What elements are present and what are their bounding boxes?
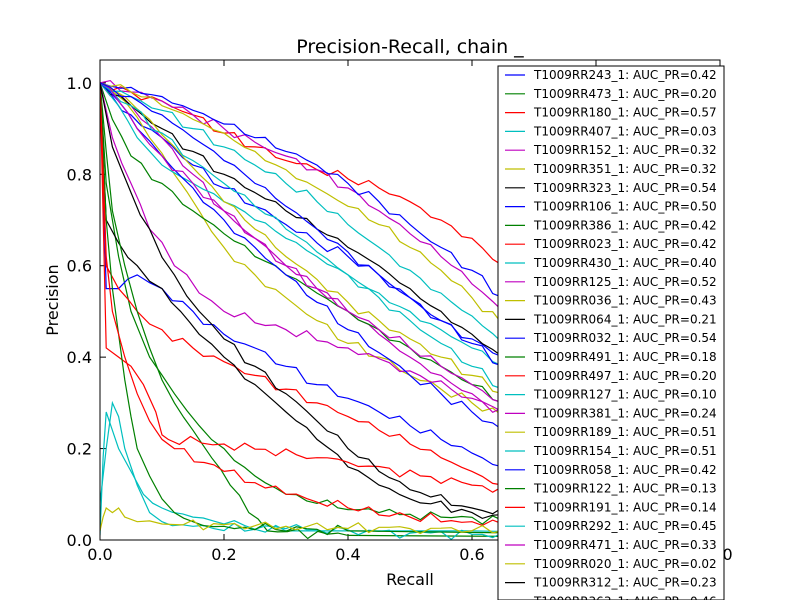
series-line	[100, 82, 720, 523]
series-line	[100, 82, 720, 514]
series-line	[100, 82, 720, 514]
series-line	[100, 82, 720, 536]
legend-entry: T1009RR106_1: AUC_PR=0.50	[533, 200, 717, 214]
legend-entry: T1009RR407_1: AUC_PR=0.03	[533, 124, 717, 138]
series-line	[100, 82, 720, 518]
series-line	[100, 82, 720, 532]
legend-entry: T1009RR191_1: AUC_PR=0.14	[533, 500, 717, 514]
chart-title: Precision-Recall, chain _	[296, 36, 524, 58]
series-line	[100, 82, 720, 518]
series-line	[100, 400, 720, 536]
legend-entry: T1009RR323_1: AUC_PR=0.54	[533, 181, 717, 195]
legend-entry: T1009RR023_1: AUC_PR=0.42	[533, 237, 717, 251]
series-line	[100, 79, 720, 518]
y-tick-label: 0.0	[67, 531, 92, 550]
y-tick-label: 1.0	[67, 74, 92, 93]
series-line	[100, 82, 720, 527]
legend-entry: T1009RR497_1: AUC_PR=0.20	[533, 369, 717, 383]
y-tick-label: 0.4	[67, 348, 92, 367]
legend-entry: T1009RR381_1: AUC_PR=0.24	[533, 406, 717, 420]
legend-entry: T1009RR064_1: AUC_PR=0.21	[533, 312, 717, 326]
legend-entry: T1009RR351_1: AUC_PR=0.32	[533, 162, 717, 176]
legend: T1009RR243_1: AUC_PR=0.42 T1009RR473_1: A…	[497, 65, 725, 600]
legend-entry: T1009RR152_1: AUC_PR=0.32	[533, 143, 717, 157]
series-line	[100, 82, 720, 523]
series-line	[100, 82, 720, 527]
series-line	[100, 82, 720, 509]
legend-entry: T1009RR032_1: AUC_PR=0.54	[533, 331, 717, 345]
x-tick-label: 0.6	[459, 545, 484, 564]
y-tick-label: 0.8	[67, 165, 92, 184]
legend-entry: T1009RR122_1: AUC_PR=0.13	[533, 482, 717, 496]
legend-entry: T1009RR058_1: AUC_PR=0.42	[533, 463, 717, 477]
y-tick-label: 0.2	[67, 440, 92, 459]
legend-entry: T1009RR243_1: AUC_PR=0.42	[533, 68, 717, 82]
series-line	[100, 82, 720, 523]
legend-entry: T1009RR363_1: AUC_PR=0.46	[533, 594, 717, 600]
legend-entry: T1009RR292_1: AUC_PR=0.45	[533, 519, 717, 533]
series-layer	[100, 79, 720, 540]
legend-entry: T1009RR430_1: AUC_PR=0.40	[533, 256, 717, 270]
legend-entry: T1009RR125_1: AUC_PR=0.52	[533, 275, 717, 289]
legend-entry: T1009RR473_1: AUC_PR=0.20	[533, 87, 717, 101]
legend-entry: T1009RR154_1: AUC_PR=0.51	[533, 444, 717, 458]
series-line	[100, 82, 720, 527]
series-line	[100, 82, 720, 514]
x-tick-label: 0.4	[335, 545, 360, 564]
series-line	[100, 82, 720, 482]
series-line	[100, 82, 720, 523]
x-tick-label: 0.0	[87, 545, 112, 564]
series-line	[100, 82, 720, 532]
legend-entry: T1009RR180_1: AUC_PR=0.57	[533, 106, 717, 120]
series-line	[100, 82, 720, 518]
legend-entry: T1009RR020_1: AUC_PR=0.02	[533, 557, 717, 571]
series-line	[100, 82, 720, 536]
y-tick-label: 0.6	[67, 257, 92, 276]
legend-entry: T1009RR471_1: AUC_PR=0.33	[533, 538, 717, 552]
legend-entry: T1009RR127_1: AUC_PR=0.10	[533, 388, 717, 402]
legend-box	[497, 65, 725, 600]
legend-entry: T1009RR036_1: AUC_PR=0.43	[533, 294, 717, 308]
legend-entry: T1009RR386_1: AUC_PR=0.42	[533, 218, 717, 232]
x-tick-label: 0.2	[211, 545, 236, 564]
series-line	[100, 82, 720, 532]
y-axis-label: Precision	[43, 264, 62, 335]
series-line	[100, 82, 720, 540]
series-line	[100, 82, 720, 504]
series-line	[100, 507, 720, 536]
series-line	[100, 82, 720, 504]
legend-entry: T1009RR491_1: AUC_PR=0.18	[533, 350, 717, 364]
series-line	[100, 82, 720, 532]
x-axis-label: Recall	[386, 570, 434, 589]
legend-entry: T1009RR189_1: AUC_PR=0.51	[533, 425, 717, 439]
legend-entry: T1009RR312_1: AUC_PR=0.23	[533, 576, 717, 590]
